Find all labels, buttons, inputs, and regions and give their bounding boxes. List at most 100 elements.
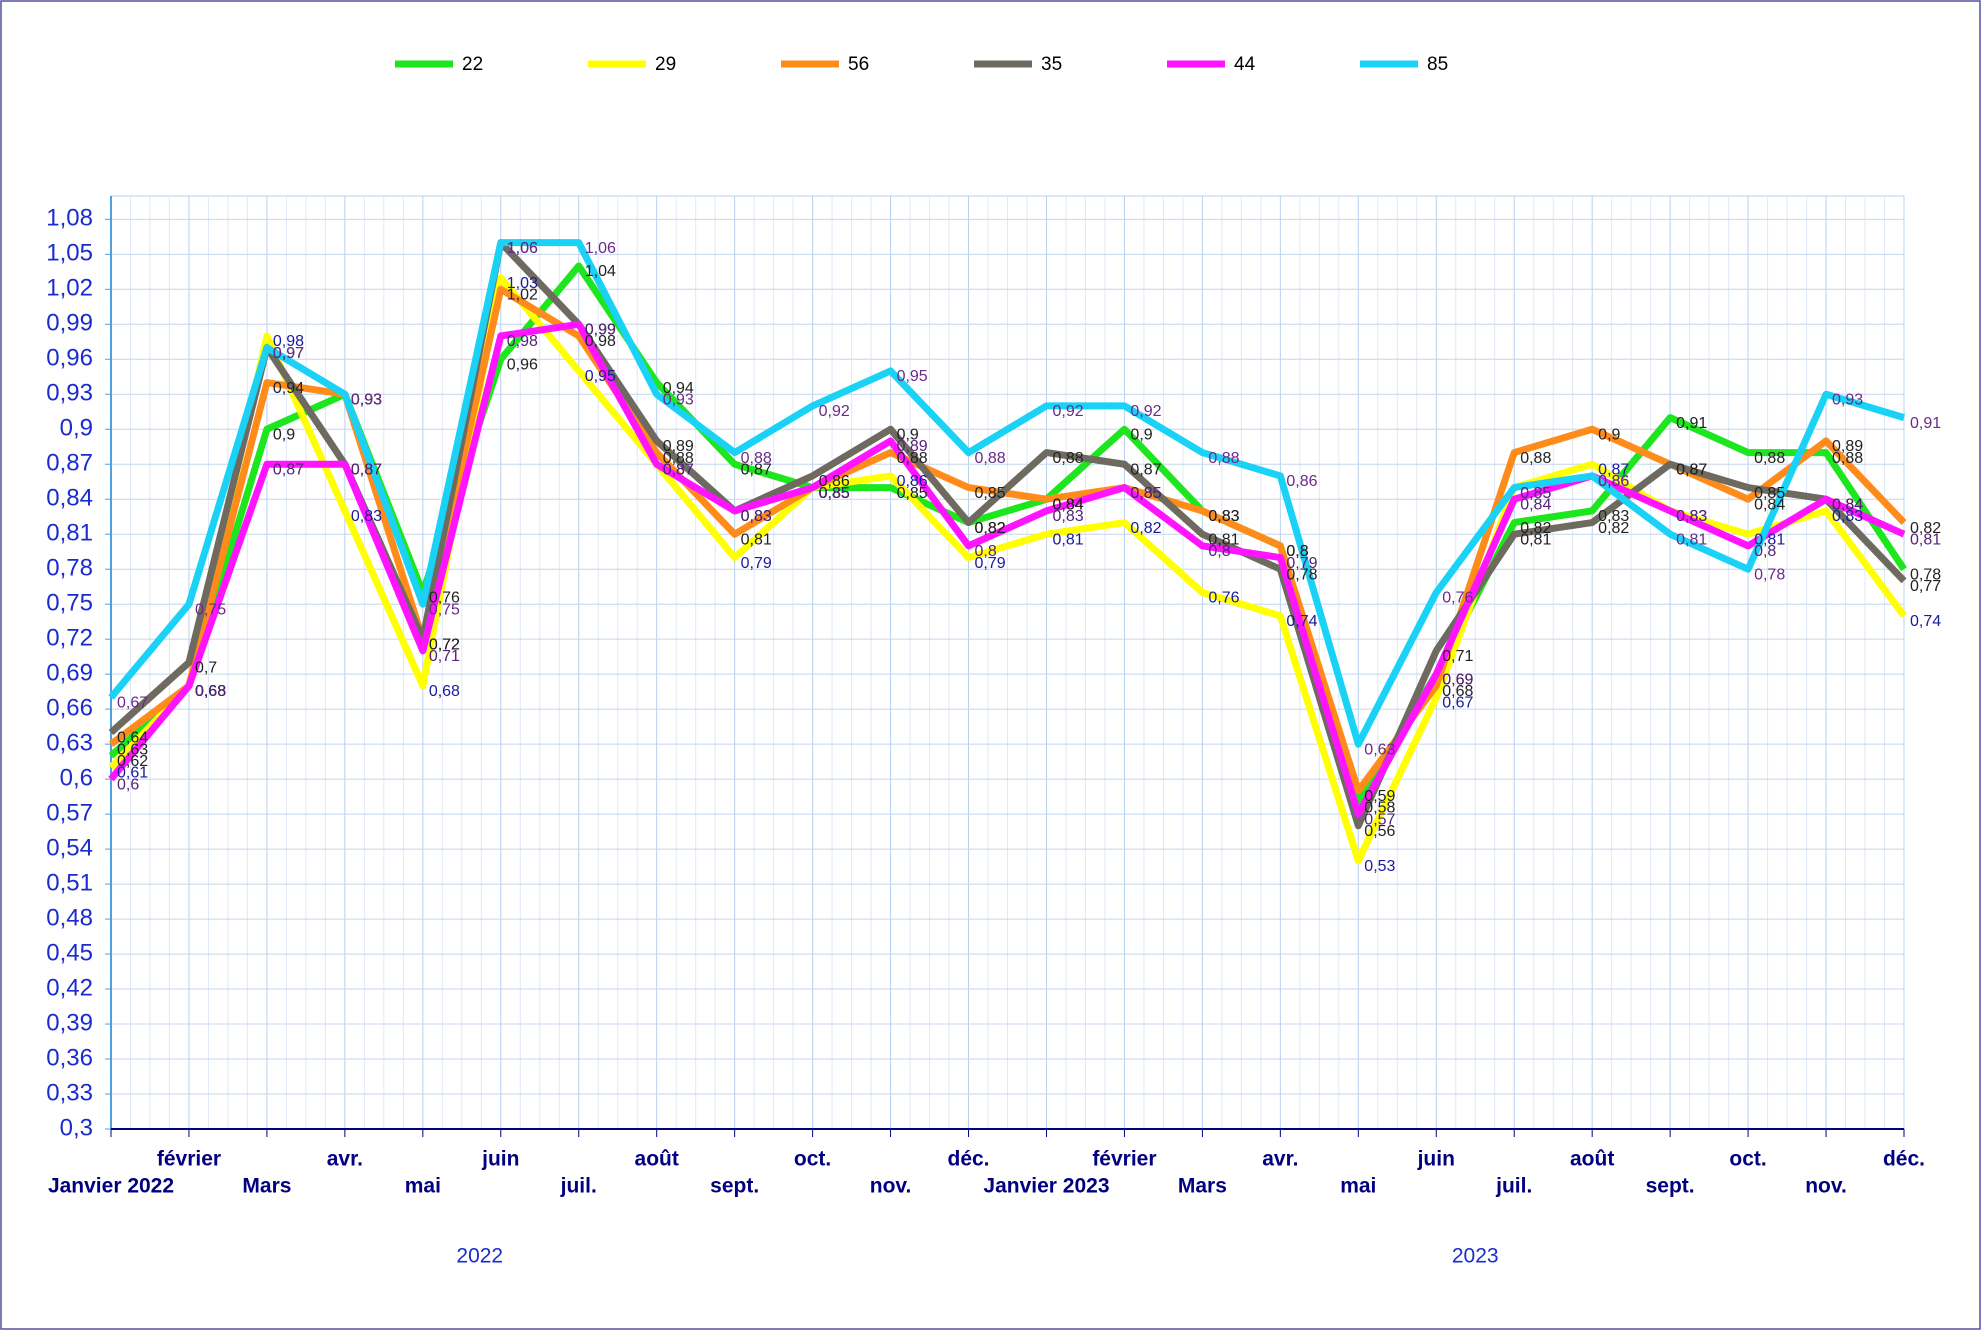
data-label: 0,82 bbox=[1130, 520, 1161, 537]
data-label: 0,72 bbox=[429, 636, 460, 653]
data-label: 0,82 bbox=[975, 520, 1006, 537]
data-label: 0,98 bbox=[273, 333, 304, 350]
data-label: 0,68 bbox=[1442, 683, 1473, 700]
data-label: 0,82 bbox=[975, 520, 1006, 537]
data-label: 0,7 bbox=[195, 660, 217, 677]
data-label: 0,87 bbox=[741, 461, 772, 478]
data-label: 0,79 bbox=[975, 555, 1006, 572]
data-label: 0,83 bbox=[1832, 508, 1863, 525]
data-label: 0,87 bbox=[273, 461, 304, 478]
data-label: 0,98 bbox=[585, 333, 616, 350]
data-label: 0,68 bbox=[429, 683, 460, 700]
data-label: 0,88 bbox=[741, 450, 772, 467]
data-label: 0,85 bbox=[819, 485, 850, 502]
data-label: 0,84 bbox=[1832, 496, 1863, 513]
data-label: 0,84 bbox=[1754, 496, 1785, 513]
y-tick-label: 0,84 bbox=[46, 485, 93, 512]
data-label: 0,9 bbox=[1598, 426, 1620, 443]
data-label: 0,67 bbox=[1442, 695, 1473, 712]
data-label: 0,81 bbox=[1676, 531, 1707, 548]
data-label: 0,78 bbox=[1286, 566, 1317, 583]
data-label: 0,85 bbox=[1754, 485, 1785, 502]
x-tick-label: février bbox=[1092, 1148, 1156, 1171]
data-label: 0,79 bbox=[1286, 555, 1317, 572]
x-tick-label: oct. bbox=[1729, 1148, 1766, 1171]
data-label: 0,59 bbox=[1364, 788, 1395, 805]
data-label: 0,84 bbox=[1052, 496, 1083, 513]
y-tick-label: 0,42 bbox=[46, 974, 93, 1001]
data-label: 0,53 bbox=[1364, 858, 1395, 875]
data-label: 0,76 bbox=[429, 590, 460, 607]
data-label: 0,83 bbox=[741, 508, 772, 525]
data-label: 0,6 bbox=[117, 776, 139, 793]
legend-label: 56 bbox=[848, 54, 869, 75]
data-label: 0,82 bbox=[1910, 520, 1941, 537]
x-tick-label: juil. bbox=[560, 1175, 597, 1198]
y-tick-label: 0,81 bbox=[46, 520, 93, 547]
data-label: 0,8 bbox=[1286, 543, 1308, 560]
data-label: 0,83 bbox=[1052, 508, 1083, 525]
data-label: 0,85 bbox=[1520, 485, 1551, 502]
x-tick-label: sept. bbox=[1646, 1175, 1695, 1198]
x-tick-label: Janvier 2022 bbox=[48, 1175, 174, 1198]
data-label: 0,71 bbox=[1442, 648, 1473, 665]
data-label: 0,85 bbox=[819, 485, 850, 502]
data-label: 0,85 bbox=[1520, 485, 1551, 502]
y-tick-label: 0,48 bbox=[46, 904, 93, 931]
data-label: 0,92 bbox=[1130, 403, 1161, 420]
data-label: 0,8 bbox=[1754, 543, 1776, 560]
data-label: 0,89 bbox=[897, 438, 928, 455]
data-label: 0,81 bbox=[1754, 531, 1785, 548]
data-label: 1,06 bbox=[507, 240, 538, 257]
data-label: 0,76 bbox=[1442, 590, 1473, 607]
data-label: 0,92 bbox=[819, 403, 850, 420]
y-tick-label: 0,39 bbox=[46, 1009, 93, 1036]
y-tick-label: 0,63 bbox=[46, 729, 93, 756]
data-label: 0,99 bbox=[585, 322, 616, 339]
data-label: 1,04 bbox=[585, 263, 616, 280]
data-label: 0,91 bbox=[1910, 415, 1941, 432]
y-tick-label: 0,36 bbox=[46, 1044, 93, 1071]
y-tick-label: 0,75 bbox=[46, 590, 93, 617]
y-tick-label: 0,96 bbox=[46, 345, 93, 372]
data-label: 0,77 bbox=[1910, 578, 1941, 595]
data-label: 0,94 bbox=[273, 380, 304, 397]
x-tick-label: février bbox=[157, 1148, 221, 1171]
data-label: 0,88 bbox=[1832, 450, 1863, 467]
data-label: 1,06 bbox=[507, 240, 538, 257]
data-label: 0,85 bbox=[819, 485, 850, 502]
y-tick-label: 1,02 bbox=[46, 275, 93, 302]
x-tick-label: déc. bbox=[1883, 1148, 1925, 1171]
data-label: 0,82 bbox=[1520, 520, 1551, 537]
data-label: 1,06 bbox=[585, 240, 616, 257]
data-label: 0,93 bbox=[351, 391, 382, 408]
data-label: 1,02 bbox=[507, 287, 538, 304]
x-tick-label: avr. bbox=[327, 1148, 363, 1171]
series-line bbox=[108, 239, 1907, 830]
data-label: 0,81 bbox=[741, 531, 772, 548]
data-label: 0,81 bbox=[1910, 531, 1941, 548]
y-tick-label: 0,3 bbox=[60, 1114, 93, 1141]
data-label: 0,86 bbox=[1598, 473, 1629, 490]
data-label: 0,87 bbox=[1598, 461, 1629, 478]
data-label: 0,67 bbox=[117, 695, 148, 712]
data-label: 0,88 bbox=[1052, 450, 1083, 467]
y-tick-label: 1,08 bbox=[46, 205, 93, 232]
data-label: 0,86 bbox=[897, 473, 928, 490]
data-label: 0,85 bbox=[1130, 485, 1161, 502]
data-label: 0,93 bbox=[663, 391, 694, 408]
data-label: 0,81 bbox=[1520, 531, 1551, 548]
x-tick-label: août bbox=[635, 1148, 679, 1171]
data-label: 0,89 bbox=[663, 438, 694, 455]
data-label: 0,88 bbox=[1520, 450, 1551, 467]
group-label: 2022 bbox=[456, 1245, 503, 1268]
y-tick-label: 1,05 bbox=[46, 240, 93, 267]
data-label: 0,87 bbox=[1676, 461, 1707, 478]
data-label: 0,9 bbox=[273, 426, 295, 443]
data-label: 0,8 bbox=[975, 543, 997, 560]
data-label: 0,74 bbox=[1910, 613, 1941, 630]
series-line bbox=[108, 239, 1906, 748]
data-label: 0,87 bbox=[351, 461, 382, 478]
data-label: 0,97 bbox=[273, 345, 304, 362]
